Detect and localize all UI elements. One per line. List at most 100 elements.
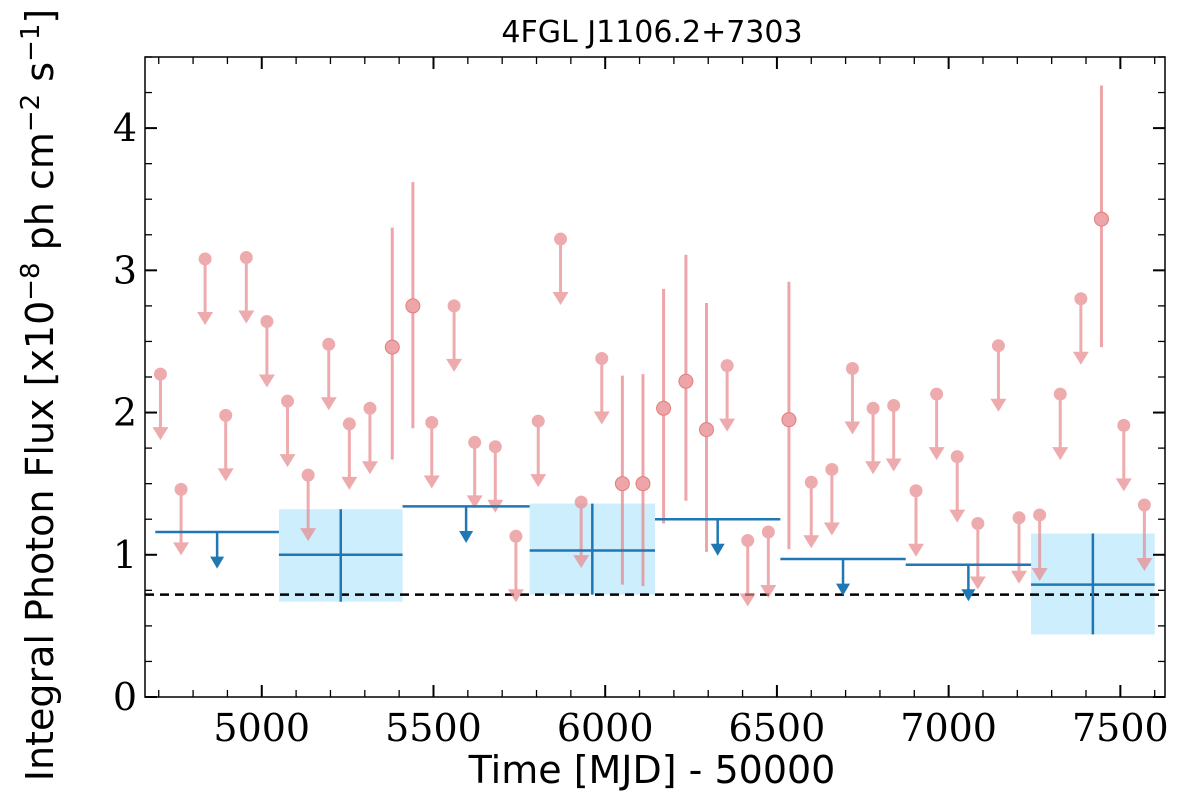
short-bin-upper-limit-1 [173, 482, 190, 556]
upper-limit-arrowhead [300, 528, 317, 542]
long-bin-arrowhead [961, 589, 976, 602]
long-bin-upper-limit-3 [780, 557, 906, 596]
upper-limit-arrowhead [823, 522, 840, 536]
short-bin-upper-limit-15 [507, 529, 524, 603]
upper-limit-arrowhead [573, 555, 590, 569]
long-bin-detection-0 [278, 509, 403, 602]
short-bin-upper-limit-6 [279, 394, 296, 468]
long-bin-arrowhead [836, 583, 851, 596]
upper-limit-arrowhead [320, 397, 337, 411]
x-tick-label: 5500 [385, 706, 482, 750]
y-axis-label: Integral Photon Flux [x10−8 ph cm−2 s−1] [16, 9, 62, 782]
upper-limit-arrowhead [552, 292, 569, 306]
short-bin-detection-5 [678, 254, 694, 501]
short-bin-upper-limit-16 [530, 414, 547, 488]
upper-limit-marker [595, 352, 609, 366]
short-bin-upper-limit-23 [803, 475, 820, 549]
upper-limit-marker [174, 482, 188, 496]
short-bin-detection-1 [405, 182, 421, 429]
short-bin-upper-limit-35 [1052, 387, 1069, 461]
upper-limit-arrowhead [530, 474, 547, 488]
y-axis-label-exp1: −8 [16, 262, 46, 300]
upper-limit-arrowhead [1011, 570, 1028, 584]
long-bin-upper-limit-2 [655, 517, 781, 556]
upper-limit-marker [804, 475, 818, 489]
short-bin-upper-limit-33 [1011, 511, 1028, 584]
upper-limit-marker [153, 367, 167, 381]
chart-title: 4FGL J1106.2+7303 [501, 15, 802, 50]
short-bin-detection-4 [656, 288, 672, 524]
short-bin-upper-limit-7 [300, 468, 317, 542]
upper-limit-arrowhead [908, 543, 925, 557]
long-bin-detection-1 [529, 503, 655, 595]
upper-limit-arrowhead [739, 593, 756, 607]
y-axis-label-exp2: −2 [16, 94, 46, 132]
short-bin-upper-limit-24 [823, 462, 840, 536]
upper-limit-arrowhead [885, 458, 902, 472]
upper-limit-marker [342, 417, 356, 431]
y-axis-label-mid2: s [18, 62, 62, 94]
upper-limit-marker [930, 387, 944, 401]
short-bin-upper-limit-28 [908, 484, 925, 557]
long-bin-upper-limit-4 [905, 563, 1032, 602]
long-bin-upper-limit-1 [402, 505, 530, 543]
upper-limit-marker [198, 252, 212, 266]
long-bin-arrowhead [710, 543, 725, 556]
y-axis-ticks: 0 1 2 3 4 [113, 56, 1165, 719]
upper-limit-marker [971, 516, 985, 530]
x-axis-ticks: 5000 5500 6000 6500 7000 7500 [158, 57, 1169, 750]
short-bin-upper-limit-30 [949, 450, 966, 523]
upper-limit-arrowhead [803, 535, 820, 549]
upper-limit-marker [574, 495, 588, 509]
detection-marker [781, 412, 797, 428]
upper-limit-arrowhead [217, 468, 234, 482]
upper-limit-marker [845, 361, 859, 375]
upper-limit-arrowhead [760, 585, 777, 599]
upper-limit-arrowhead [466, 495, 483, 509]
short-bin-upper-limit-14 [487, 440, 504, 513]
short-bin-upper-limit-11 [423, 416, 440, 489]
upper-limit-arrowhead [928, 447, 945, 461]
upper-limit-arrowhead [423, 475, 440, 489]
short-bin-upper-limit-5 [258, 315, 275, 388]
short-bin-upper-limit-20 [719, 359, 736, 432]
upper-limit-marker [1012, 511, 1026, 525]
detection-marker [699, 422, 715, 438]
upper-limit-marker [468, 435, 482, 449]
upper-limit-arrowhead [719, 418, 736, 432]
y-tick-label: 1 [113, 533, 137, 577]
upper-limit-marker [741, 534, 755, 548]
x-tick-label: 6500 [729, 706, 826, 750]
short-bin-upper-limit-2 [197, 252, 214, 325]
detection-marker [656, 400, 672, 416]
upper-limit-marker [866, 401, 880, 415]
upper-limit-marker [425, 416, 439, 430]
detection-marker [1093, 211, 1109, 227]
short-bin-upper-limit-0 [152, 367, 169, 441]
long-bin-arrowhead [210, 556, 225, 569]
short-bin-upper-limit-29 [928, 387, 945, 461]
upper-limit-marker [260, 315, 274, 329]
upper-limit-arrowhead [279, 454, 296, 468]
x-tick-label: 7000 [900, 706, 997, 750]
upper-limit-arrowhead [969, 576, 986, 590]
upper-limit-arrowhead [507, 589, 524, 603]
y-tick-label: 4 [113, 106, 137, 150]
upper-limit-marker [281, 394, 295, 408]
upper-limit-arrowhead [1072, 351, 1089, 365]
x-tick-label: 7500 [1072, 706, 1169, 750]
upper-limit-arrowhead [258, 374, 275, 388]
upper-limit-arrowhead [152, 427, 169, 441]
upper-limit-arrowhead [990, 398, 1007, 412]
upper-limit-marker [761, 525, 775, 539]
y-axis-label-mid: ph cm [18, 132, 62, 262]
upper-limit-marker [322, 337, 336, 351]
short-bin-upper-limit-36 [1072, 292, 1089, 365]
short-bin-upper-limit-10 [361, 401, 378, 475]
upper-limit-marker [219, 408, 233, 422]
y-tick-label: 3 [113, 248, 137, 292]
upper-limit-marker [1053, 387, 1067, 401]
short-bin-upper-limit-21 [739, 534, 756, 607]
short-bin-upper-limit-22 [760, 525, 777, 599]
long-bin-upper-limit-0 [155, 530, 279, 569]
